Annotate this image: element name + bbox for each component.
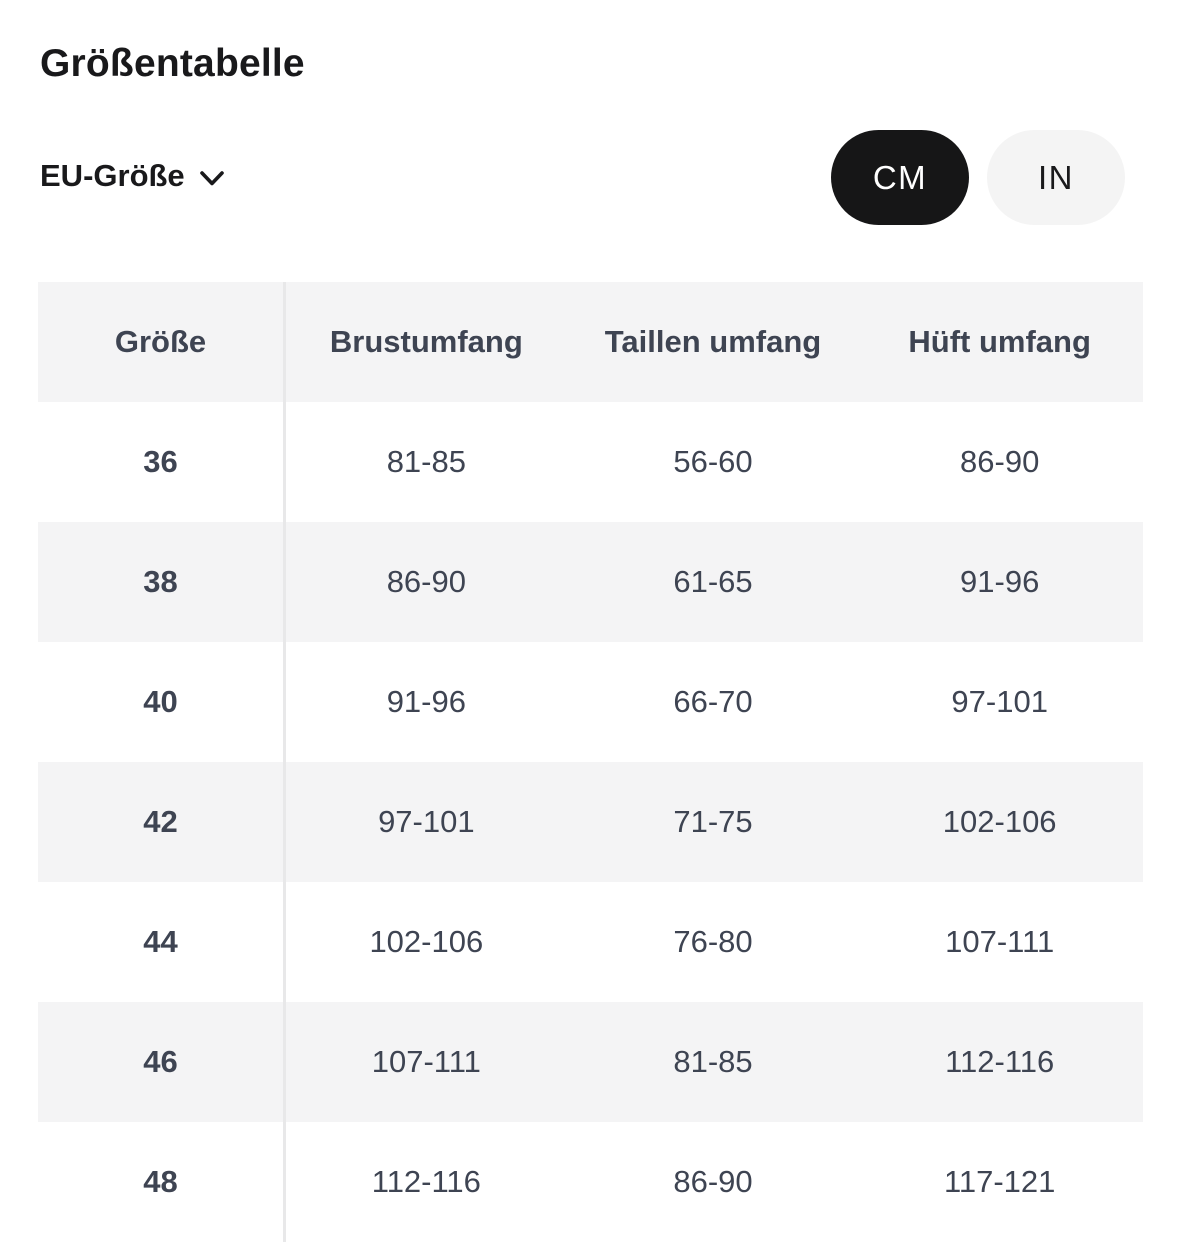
table-row: 46 107-111 81-85 112-116 xyxy=(38,1002,1143,1122)
table-row: 38 86-90 61-65 91-96 xyxy=(38,522,1143,642)
column-header-chest: Brustumfang xyxy=(329,324,523,359)
hip-cell: 107-111 xyxy=(945,924,1055,959)
chevron-down-icon xyxy=(199,166,225,187)
table-row: 48 112-116 86-90 117-121 xyxy=(38,1122,1143,1242)
size-cell: 38 xyxy=(143,564,178,599)
size-standard-dropdown[interactable]: EU-Größe xyxy=(40,158,225,194)
size-cell: 44 xyxy=(143,924,178,959)
table-row: 44 102-106 76-80 107-111 xyxy=(38,882,1143,1002)
chest-cell: 86-90 xyxy=(386,564,466,599)
column-header-waist: Taillen umfang xyxy=(604,324,822,359)
page-title: Größentabelle xyxy=(40,42,305,85)
size-cell: 40 xyxy=(143,684,178,719)
hip-cell: 117-121 xyxy=(943,1164,1056,1199)
waist-cell: 76-80 xyxy=(673,924,753,959)
unit-toggle: CM IN xyxy=(831,130,1125,225)
column-header-size: Größe xyxy=(114,324,207,359)
hip-cell: 102-106 xyxy=(942,804,1057,839)
chest-cell: 97-101 xyxy=(378,804,475,839)
waist-cell: 81-85 xyxy=(673,1044,753,1079)
size-cell: 48 xyxy=(143,1164,178,1199)
waist-cell: 86-90 xyxy=(673,1164,753,1199)
unit-in-button[interactable]: IN xyxy=(987,130,1125,225)
chest-cell: 112-116 xyxy=(371,1164,481,1199)
column-divider xyxy=(283,282,286,1242)
waist-cell: 56-60 xyxy=(673,444,753,479)
size-cell: 36 xyxy=(143,444,178,479)
table-body: 36 81-85 56-60 86-90 38 86-90 61-65 91-96 40 91-9… xyxy=(38,402,1143,1242)
hip-cell: 97-101 xyxy=(951,684,1048,719)
size-cell: 46 xyxy=(143,1044,178,1079)
chest-cell: 102-106 xyxy=(369,924,484,959)
hip-cell: 112-116 xyxy=(945,1044,1055,1079)
size-table: Größe Brustumfang Taillen umfang Hüft um… xyxy=(38,282,1143,1242)
table-row: 40 91-96 66-70 97-101 xyxy=(38,642,1143,762)
chest-cell: 91-96 xyxy=(386,684,466,719)
size-cell: 42 xyxy=(143,804,178,839)
waist-cell: 71-75 xyxy=(673,804,753,839)
hip-cell: 91-96 xyxy=(960,564,1040,599)
table-header-row: Größe Brustumfang Taillen umfang Hüft um… xyxy=(38,282,1143,402)
hip-cell: 86-90 xyxy=(960,444,1040,479)
column-header-hip: Hüft umfang xyxy=(908,324,1091,359)
waist-cell: 61-65 xyxy=(673,564,753,599)
table-row: 36 81-85 56-60 86-90 xyxy=(38,402,1143,522)
chest-cell: 81-85 xyxy=(386,444,466,479)
size-standard-label: EU-Größe xyxy=(40,158,185,193)
table-row: 42 97-101 71-75 102-106 xyxy=(38,762,1143,882)
chest-cell: 107-111 xyxy=(371,1044,481,1079)
waist-cell: 66-70 xyxy=(673,684,753,719)
unit-cm-button[interactable]: CM xyxy=(831,130,969,225)
